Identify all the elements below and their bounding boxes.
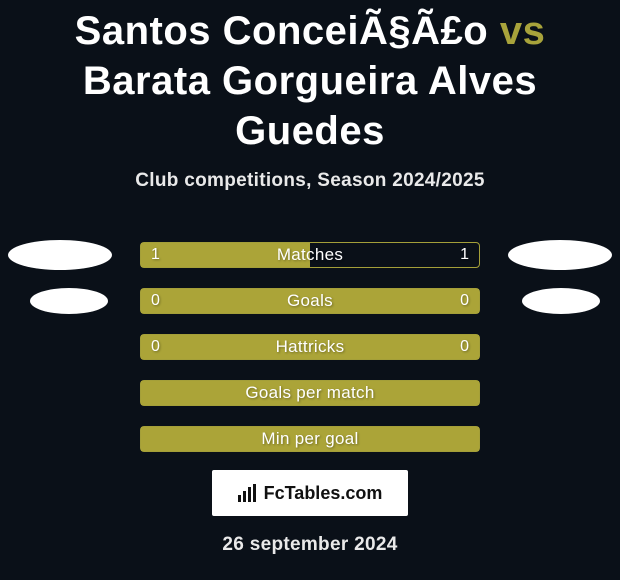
stat-label: Goals per match	[141, 381, 479, 405]
player2-name: Barata Gorgueira Alves Guedes	[83, 59, 537, 153]
stat-bar: 11Matches	[140, 242, 480, 268]
stat-bar: 00Goals	[140, 288, 480, 314]
stat-label: Goals	[141, 289, 479, 313]
stat-row: 00Hattricks	[0, 324, 620, 370]
left-marker	[8, 240, 112, 270]
barchart-icon	[238, 484, 258, 502]
subtitle: Club competitions, Season 2024/2025	[0, 170, 620, 192]
right-marker	[508, 240, 612, 270]
player1-name: Santos ConceiÃ§Ã£o	[75, 9, 489, 53]
stat-label: Matches	[141, 243, 479, 267]
stat-row: Goals per match	[0, 370, 620, 416]
stat-rows: 11Matches 00Goals 00Hattricks Goals per mat…	[0, 232, 620, 462]
page-title: Santos ConceiÃ§Ã£o vs Barata Gorgueira A…	[0, 0, 620, 156]
comparison-card: Santos ConceiÃ§Ã£o vs Barata Gorgueira A…	[0, 0, 620, 580]
logo-text: FcTables.com	[264, 483, 383, 503]
stat-bar: 00Hattricks	[140, 334, 480, 360]
stat-row: 11Matches	[0, 232, 620, 278]
right-marker	[522, 288, 600, 314]
source-logo: FcTables.com	[212, 470, 409, 516]
stat-row: Min per goal	[0, 416, 620, 462]
stat-label: Hattricks	[141, 335, 479, 359]
vs-label: vs	[500, 9, 546, 53]
stat-bar: Goals per match	[140, 380, 480, 406]
stat-bar: Min per goal	[140, 426, 480, 452]
stat-label: Min per goal	[141, 427, 479, 451]
left-marker	[30, 288, 108, 314]
stat-row: 00Goals	[0, 278, 620, 324]
date-label: 26 september 2024	[0, 534, 620, 556]
